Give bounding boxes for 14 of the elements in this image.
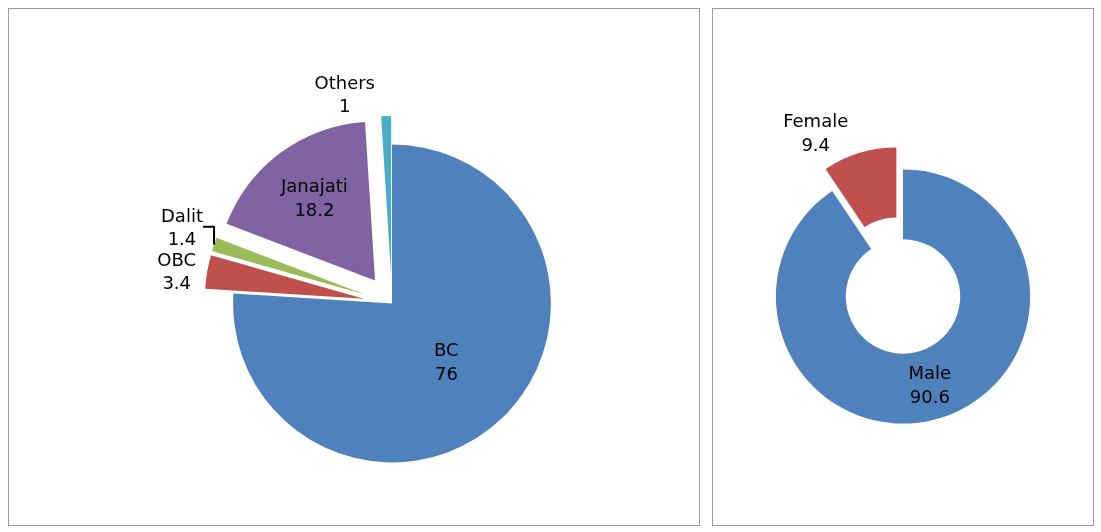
data-label: 76	[434, 362, 458, 384]
slice-label: Others	[314, 71, 376, 93]
slice-label: BC	[434, 339, 459, 361]
data-label: 90.6	[909, 385, 950, 407]
slice-label: Janajati	[279, 175, 348, 197]
data-label: 3.4	[162, 272, 192, 294]
data-label: 1	[339, 95, 351, 117]
data-label: 18.2	[294, 198, 335, 220]
slice-label: OBC	[157, 249, 197, 271]
slice-label: Male	[908, 362, 952, 384]
data-label: 1.4	[167, 228, 197, 250]
slice-label: Female	[783, 110, 849, 132]
data-label: 9.4	[801, 133, 831, 155]
slice-label: Dalit	[160, 204, 203, 226]
